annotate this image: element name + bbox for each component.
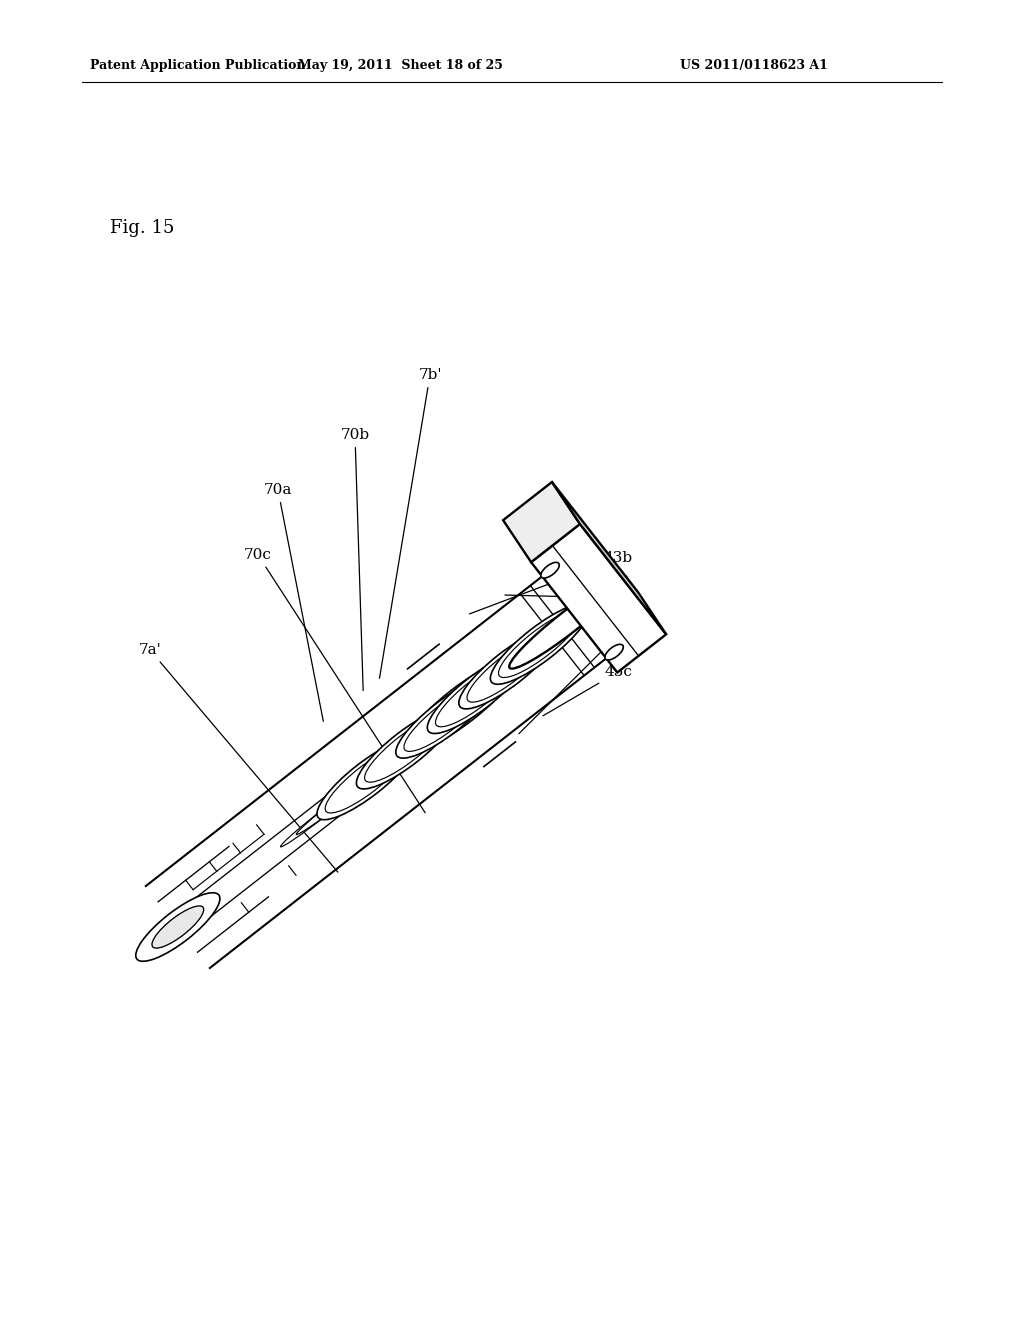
- Ellipse shape: [296, 767, 382, 834]
- Ellipse shape: [365, 714, 449, 783]
- Text: May 19, 2011  Sheet 18 of 25: May 19, 2011 Sheet 18 of 25: [298, 58, 503, 71]
- Ellipse shape: [509, 576, 627, 669]
- Ellipse shape: [406, 660, 518, 751]
- Text: Fig. 15: Fig. 15: [110, 219, 174, 238]
- Ellipse shape: [427, 652, 527, 734]
- Ellipse shape: [281, 779, 367, 847]
- Text: 7a': 7a': [138, 643, 338, 873]
- Ellipse shape: [317, 739, 417, 820]
- Text: Patent Application Publication: Patent Application Publication: [90, 58, 305, 71]
- Polygon shape: [531, 524, 667, 672]
- Ellipse shape: [356, 708, 457, 789]
- Ellipse shape: [396, 677, 496, 758]
- Text: 70c: 70c: [244, 548, 425, 813]
- Ellipse shape: [136, 892, 220, 961]
- Text: US 2011/0118623 A1: US 2011/0118623 A1: [680, 58, 827, 71]
- Ellipse shape: [541, 562, 559, 578]
- Text: 42c: 42c: [505, 591, 632, 605]
- Text: 70b: 70b: [340, 428, 370, 690]
- Text: 43b: 43b: [470, 550, 633, 614]
- Ellipse shape: [326, 746, 409, 813]
- Ellipse shape: [403, 684, 487, 751]
- Ellipse shape: [605, 644, 624, 660]
- Ellipse shape: [459, 628, 559, 709]
- Ellipse shape: [467, 635, 551, 702]
- Polygon shape: [503, 482, 580, 562]
- Polygon shape: [552, 482, 667, 635]
- Text: 7b': 7b': [380, 368, 441, 678]
- Text: 43a: 43a: [519, 628, 632, 734]
- Text: 43c: 43c: [543, 665, 632, 715]
- Ellipse shape: [499, 610, 582, 677]
- Text: 70a: 70a: [264, 483, 324, 721]
- Ellipse shape: [152, 906, 204, 948]
- Ellipse shape: [435, 659, 519, 727]
- Ellipse shape: [490, 603, 590, 684]
